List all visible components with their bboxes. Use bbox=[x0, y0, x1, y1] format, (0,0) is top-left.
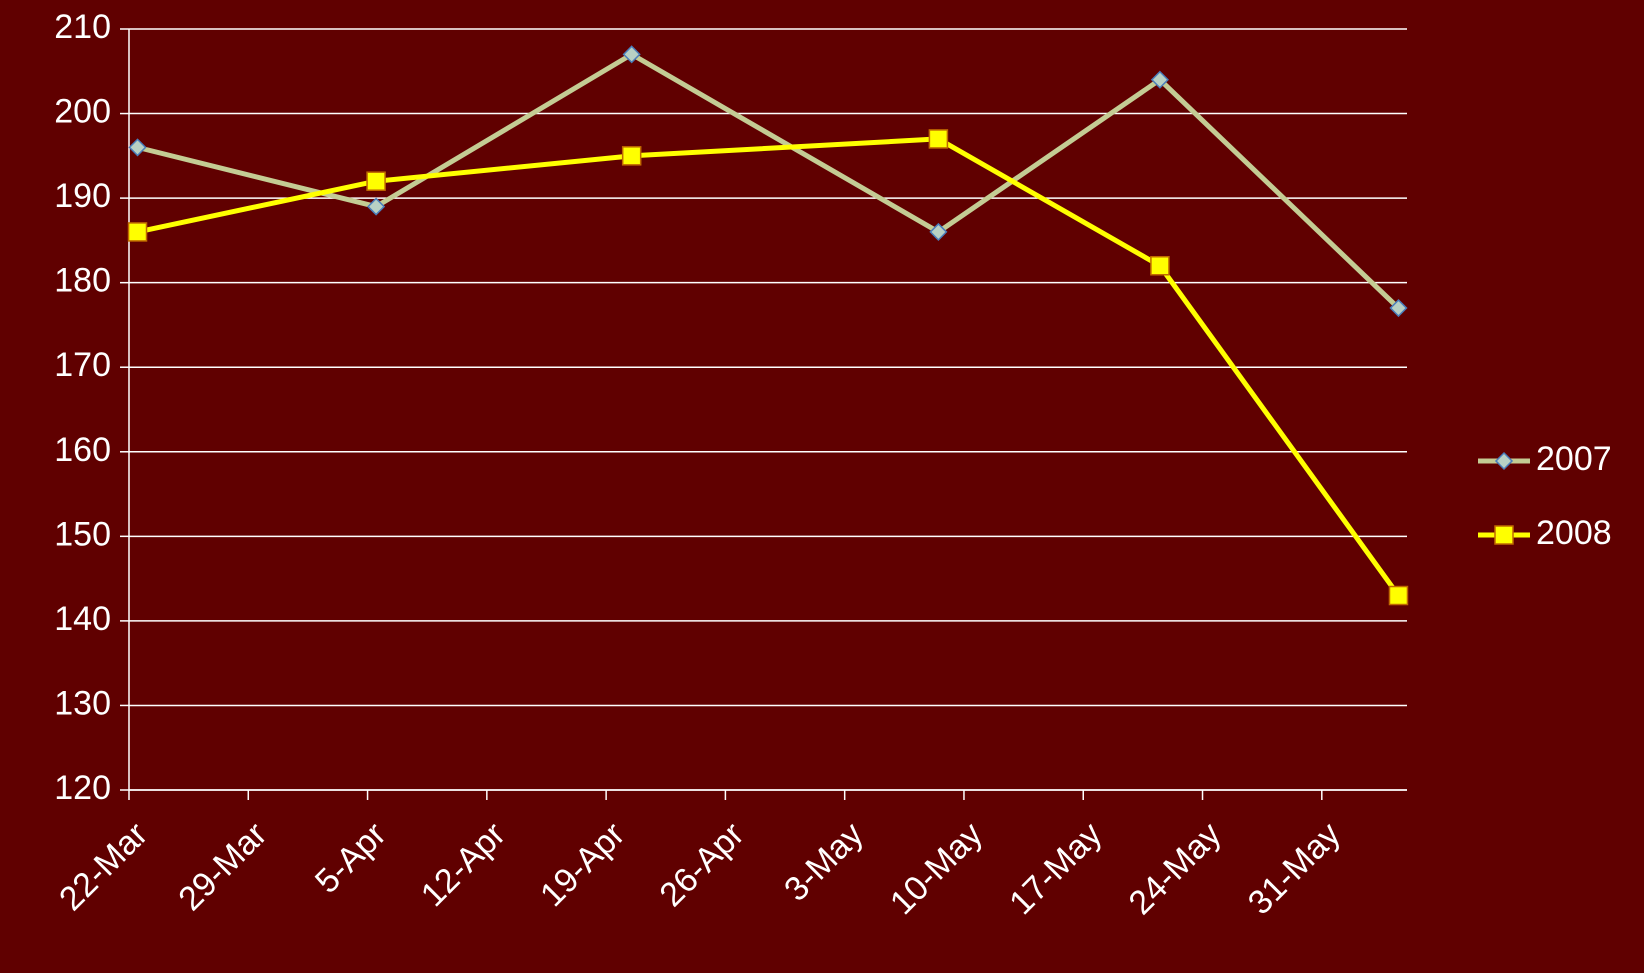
y-tick-label: 130 bbox=[54, 684, 111, 722]
y-tick-label: 140 bbox=[54, 600, 111, 638]
y-tick-label: 190 bbox=[54, 177, 111, 215]
x-tick-label: 19-Apr bbox=[533, 815, 632, 914]
series-line bbox=[136, 51, 1401, 310]
series-line bbox=[136, 136, 1401, 597]
x-tick-label: 29-Mar bbox=[171, 815, 274, 918]
data-point bbox=[622, 45, 641, 64]
data-point bbox=[1150, 256, 1170, 276]
legend-label: 2008 bbox=[1536, 514, 1612, 552]
data-point bbox=[1150, 70, 1169, 89]
x-tick-label: 17-May bbox=[1002, 815, 1109, 922]
x-tick-label: 22-Mar bbox=[52, 815, 155, 918]
x-tick-label: 12-Apr bbox=[414, 815, 513, 914]
data-point bbox=[1389, 298, 1408, 318]
x-tick-label: 24-May bbox=[1121, 815, 1228, 922]
y-tick-label: 200 bbox=[54, 93, 111, 131]
x-tick-label: 5-Apr bbox=[308, 815, 394, 901]
legend-marker bbox=[1494, 451, 1514, 471]
y-tick-label: 170 bbox=[54, 346, 111, 384]
y-tick-label: 210 bbox=[54, 8, 111, 46]
data-point bbox=[128, 138, 147, 157]
data-point bbox=[127, 222, 148, 242]
data-point bbox=[367, 197, 386, 216]
x-tick-label: 3-May bbox=[777, 815, 871, 909]
data-point bbox=[366, 171, 386, 191]
y-tick-label: 180 bbox=[54, 262, 111, 300]
legend-label: 2007 bbox=[1536, 440, 1612, 478]
y-tick-label: 160 bbox=[54, 431, 111, 469]
data-point bbox=[929, 222, 948, 241]
x-tick-label: 31-May bbox=[1241, 815, 1348, 922]
legend-marker bbox=[1494, 525, 1514, 545]
data-point bbox=[621, 146, 642, 166]
x-tick-label: 26-Apr bbox=[652, 815, 751, 914]
legend-item: 2008 bbox=[1478, 514, 1612, 552]
data-point bbox=[928, 129, 949, 149]
y-tick-label: 150 bbox=[54, 515, 111, 553]
legend-item: 2007 bbox=[1478, 440, 1612, 478]
x-tick-label: 10-May bbox=[883, 815, 990, 922]
y-tick-label: 120 bbox=[54, 769, 111, 807]
data-point bbox=[1388, 585, 1409, 606]
